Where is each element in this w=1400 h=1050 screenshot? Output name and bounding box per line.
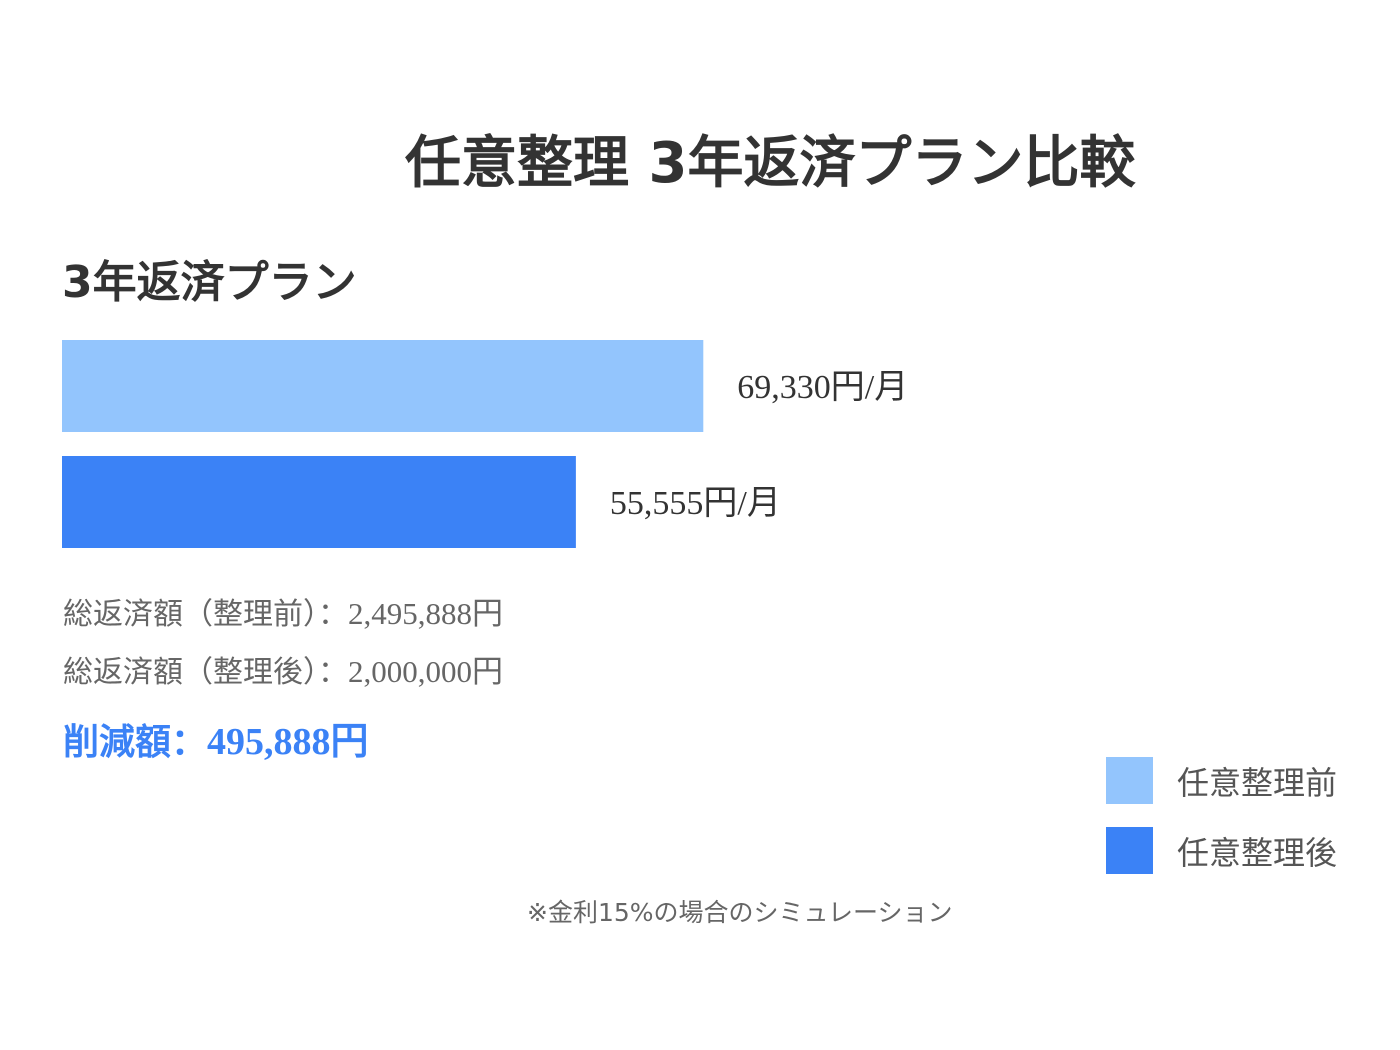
bar-value-label-before: 69,330円/月 — [737, 369, 908, 406]
total-after-label: 総返済額（整理後）： — [63, 655, 348, 690]
legend: 任意整理前 任意整理後 — [1106, 757, 1337, 897]
footnote: ※金利15%の場合のシミュレーション — [527, 898, 953, 927]
legend-label-after: 任意整理後 — [1177, 833, 1338, 872]
bar-after — [62, 456, 576, 548]
total-after-line: 総返済額（整理後）：2,000,000円 — [63, 646, 503, 691]
reduction-label: 削減額： — [63, 722, 208, 763]
legend-label-before: 任意整理前 — [1177, 763, 1338, 802]
reduction-value: 495,888円 — [207, 721, 369, 763]
bar-value-label-after: 55,555円/月 — [610, 485, 781, 522]
total-before-label: 総返済額（整理前）： — [63, 597, 348, 632]
legend-swatch-before — [1106, 757, 1153, 804]
total-after-value: 2,000,000円 — [348, 654, 503, 689]
legend-item-before: 任意整理前 — [1106, 757, 1337, 804]
legend-swatch-after — [1106, 827, 1153, 874]
legend-item-after: 任意整理後 — [1106, 827, 1337, 874]
bar-before — [62, 340, 704, 432]
reduction-line: 削減額：495,888円 — [63, 710, 369, 765]
page-title: 任意整理 3年返済プラン比較 — [405, 131, 1136, 196]
total-before-value: 2,495,888円 — [348, 596, 503, 631]
total-before-line: 総返済額（整理前）：2,495,888円 — [63, 588, 503, 633]
chart-title: 3年返済プラン — [62, 257, 357, 308]
